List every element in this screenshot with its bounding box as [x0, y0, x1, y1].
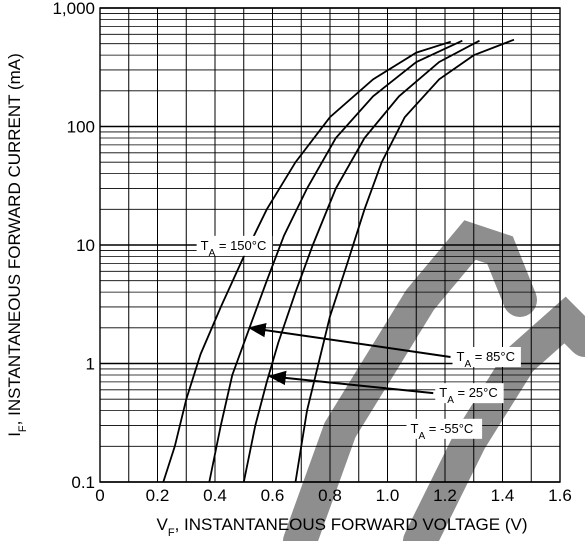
y-axis-title-main: I	[5, 432, 24, 437]
x-axis-title-sub: F	[168, 527, 175, 539]
x-axis-title: VF, INSTANTANEOUS FORWARD VOLTAGE (V)	[156, 515, 527, 539]
x-tick-label: 0.6	[261, 486, 285, 505]
series-label-150: TA = 150°C	[201, 238, 267, 258]
series-line--55	[294, 38, 515, 483]
y-axis-title: IF, INSTANTANEOUS FORWARD CURRENT (mA)	[5, 53, 29, 437]
annotations: TA = 150°C TA = 85°C TA = 25°C TA = -55°C	[196, 235, 521, 442]
x-axis-title-rest: , INSTANTANEOUS FORWARD VOLTAGE (V)	[175, 515, 528, 534]
annotation-bg-150	[196, 235, 273, 256]
y-tick-label: 100	[67, 118, 95, 137]
x-tick-label: 1.0	[376, 486, 400, 505]
y-tick-label: 10	[76, 236, 95, 255]
x-tick-label: 0.8	[318, 486, 342, 505]
annotation-bg-85	[452, 346, 521, 367]
series-label--55: TA = -55°C	[411, 421, 474, 442]
grid	[99, 7, 561, 483]
annotation-bg-25	[435, 383, 504, 404]
y-tick-label: 0.1	[71, 473, 95, 492]
y-tick-label: 1	[86, 355, 95, 374]
y-axis-title-sub: F	[17, 425, 29, 432]
series-line-85	[208, 39, 463, 483]
annotation-bg--55	[406, 418, 483, 439]
series-line-150	[162, 40, 452, 483]
x-tick-label: 0.4	[203, 486, 227, 505]
x-axis-title-main: V	[156, 515, 168, 534]
series-label-25: TA = 25°C	[439, 385, 498, 406]
x-tick-label: 1.4	[491, 486, 515, 505]
plot-frame	[99, 7, 561, 483]
annotation-arrow-25	[267, 370, 434, 395]
series-line-25	[242, 39, 480, 483]
tick-labels: 0 0.2 0.4 0.6 0.8 1.0 1.2 1.4 1.6 0.1 1 10 100 1,000	[52, 0, 571, 505]
x-tick-label: 1.6	[548, 486, 572, 505]
x-tick-label: 0	[95, 486, 104, 505]
y-axis-title-rest: , INSTANTANEOUS FORWARD CURRENT (mA)	[5, 53, 24, 425]
series-label-85: TA = 85°C	[457, 349, 516, 370]
y-tick-label: 1,000	[52, 0, 95, 18]
x-tick-label: 0.2	[146, 486, 170, 505]
curves	[162, 38, 515, 483]
x-tick-label: 1.2	[433, 486, 457, 505]
annotation-arrow-85	[247, 323, 451, 358]
